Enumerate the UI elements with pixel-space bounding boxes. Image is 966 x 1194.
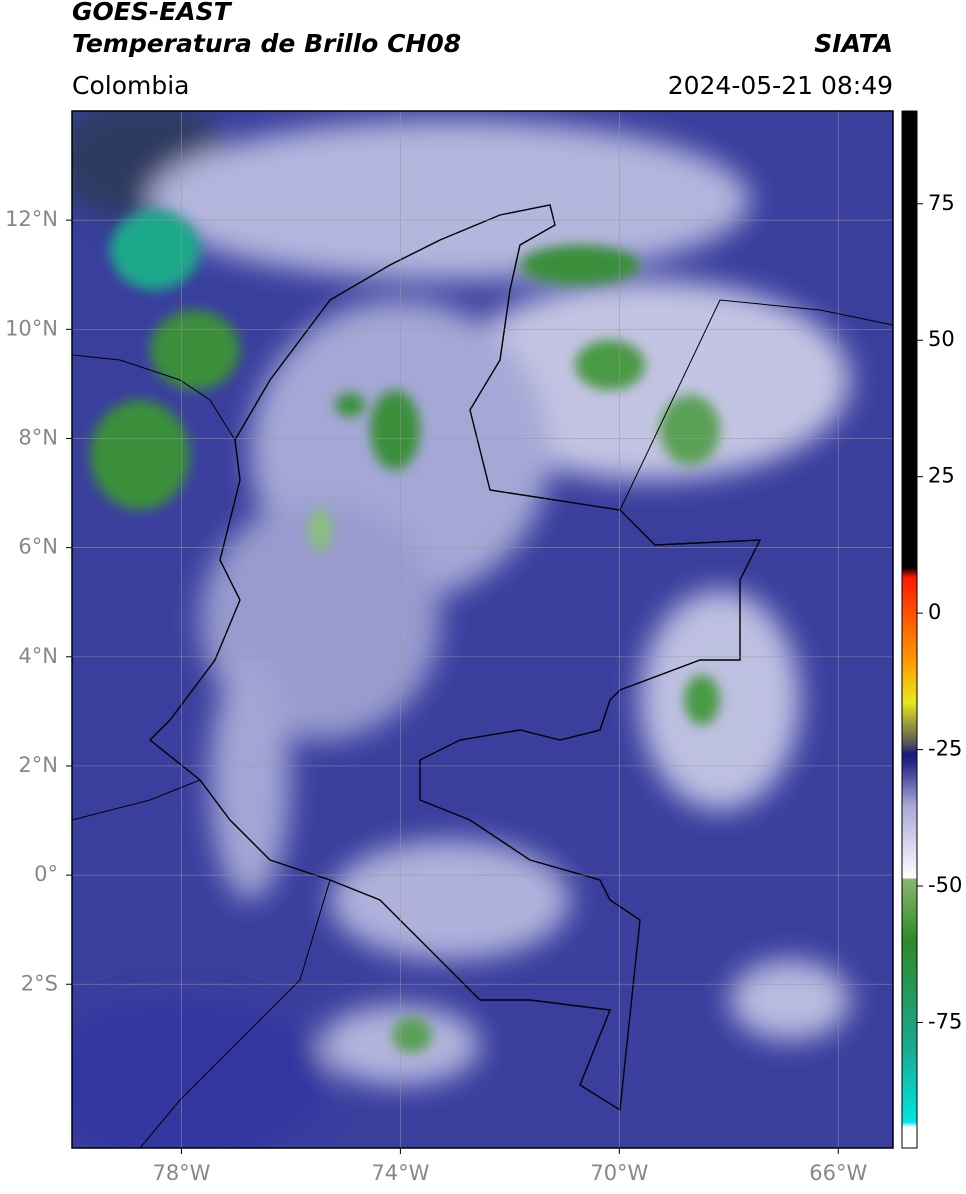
- map-frame: [71, 110, 894, 1149]
- region: Colombia: [72, 71, 189, 100]
- colorbar-tick-label: -25: [928, 737, 962, 761]
- satellite-image: [72, 111, 893, 1148]
- border: [72, 779, 201, 821]
- colorbar-tick-label: -75: [928, 1009, 962, 1033]
- title: GOES-EAST: [72, 0, 233, 26]
- y-tick-label: 2°N: [18, 753, 58, 777]
- source: SIATA: [814, 29, 893, 58]
- colorbar-tick-label: 75: [928, 191, 955, 215]
- datetime: 2024-05-21 08:49: [668, 71, 893, 100]
- y-tick-label: 0°: [34, 862, 58, 886]
- colorbar: [901, 110, 918, 1149]
- x-tick-label: 66°W: [809, 1161, 867, 1185]
- colorbar-tick-label: 0: [928, 600, 941, 624]
- colorbar-tick-label: 25: [928, 464, 955, 488]
- colorbar-tick-label: 50: [928, 327, 955, 351]
- y-tick-label: 12°N: [5, 207, 58, 231]
- y-tick-label: 2°S: [21, 971, 58, 995]
- coastline: [72, 354, 236, 441]
- border: [139, 879, 331, 1148]
- y-tick-label: 8°N: [18, 425, 58, 449]
- x-tick-label: 70°W: [590, 1161, 648, 1185]
- subtitle: Temperatura de Brillo CH08: [72, 29, 461, 58]
- colorbar-tick-label: -50: [928, 873, 962, 897]
- y-tick-label: 6°N: [18, 535, 58, 559]
- y-tick-label: 4°N: [18, 644, 58, 668]
- y-tick-label: 10°N: [5, 316, 58, 340]
- x-tick-label: 74°W: [371, 1161, 429, 1185]
- x-tick-label: 78°W: [152, 1161, 210, 1185]
- country-border: [148, 204, 762, 1112]
- coastline: [619, 299, 893, 511]
